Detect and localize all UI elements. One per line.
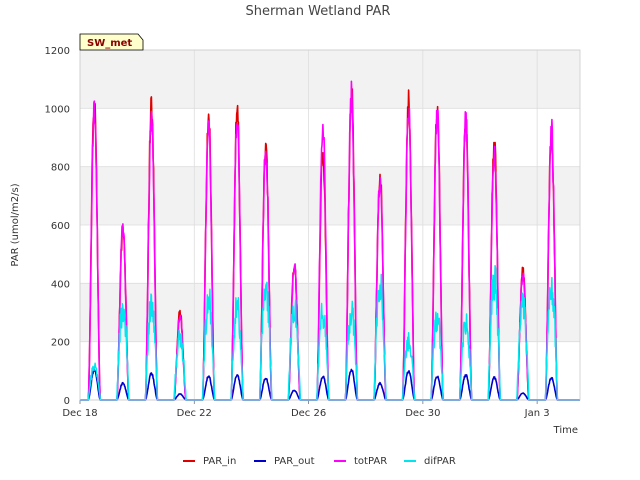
grid-band (80, 50, 580, 109)
legend-label-PAR_in: PAR_in (203, 456, 236, 467)
y-tick-label: 600 (51, 221, 70, 232)
legend-label-totPAR: totPAR (354, 456, 387, 467)
axes (79, 49, 581, 401)
legend-label-difPAR: difPAR (424, 456, 456, 467)
x-axis-label: Time (553, 425, 578, 436)
x-tick-label: Dec 18 (62, 408, 97, 419)
series-line-difPAR (80, 264, 581, 401)
badge-label: SW_met (87, 38, 132, 49)
grid-band (80, 166, 580, 225)
x-tick-label: Dec 30 (405, 408, 440, 419)
y-tick-label: 1200 (45, 46, 70, 57)
sw-met-badge: SW_met (79, 33, 144, 51)
x-tick-label: Dec 26 (291, 408, 326, 419)
series-layer (80, 80, 581, 401)
legend: PAR_in PAR_out totPAR difPAR (183, 456, 456, 467)
plot-border (79, 49, 581, 401)
y-tick-label: 800 (51, 163, 70, 174)
x-tick-label: Jan 3 (524, 408, 550, 419)
tick-labels: 0 200 400 600 800 1000 1200 Dec 18 Dec 22 Dec 26 D… (45, 46, 550, 419)
y-tick-label: 0 (64, 396, 70, 407)
y-axis-label: PAR (umol/m2/s) (10, 183, 21, 266)
badge-shape (79, 33, 144, 51)
chart-title: Sherman Wetland PAR (246, 4, 391, 19)
y-tick-label: 1000 (45, 104, 70, 115)
legend-label-PAR_out: PAR_out (274, 456, 315, 467)
x-tick-label: Dec 22 (177, 408, 212, 419)
y-tick-label: 400 (51, 279, 70, 290)
y-tick-label: 200 (51, 338, 70, 349)
